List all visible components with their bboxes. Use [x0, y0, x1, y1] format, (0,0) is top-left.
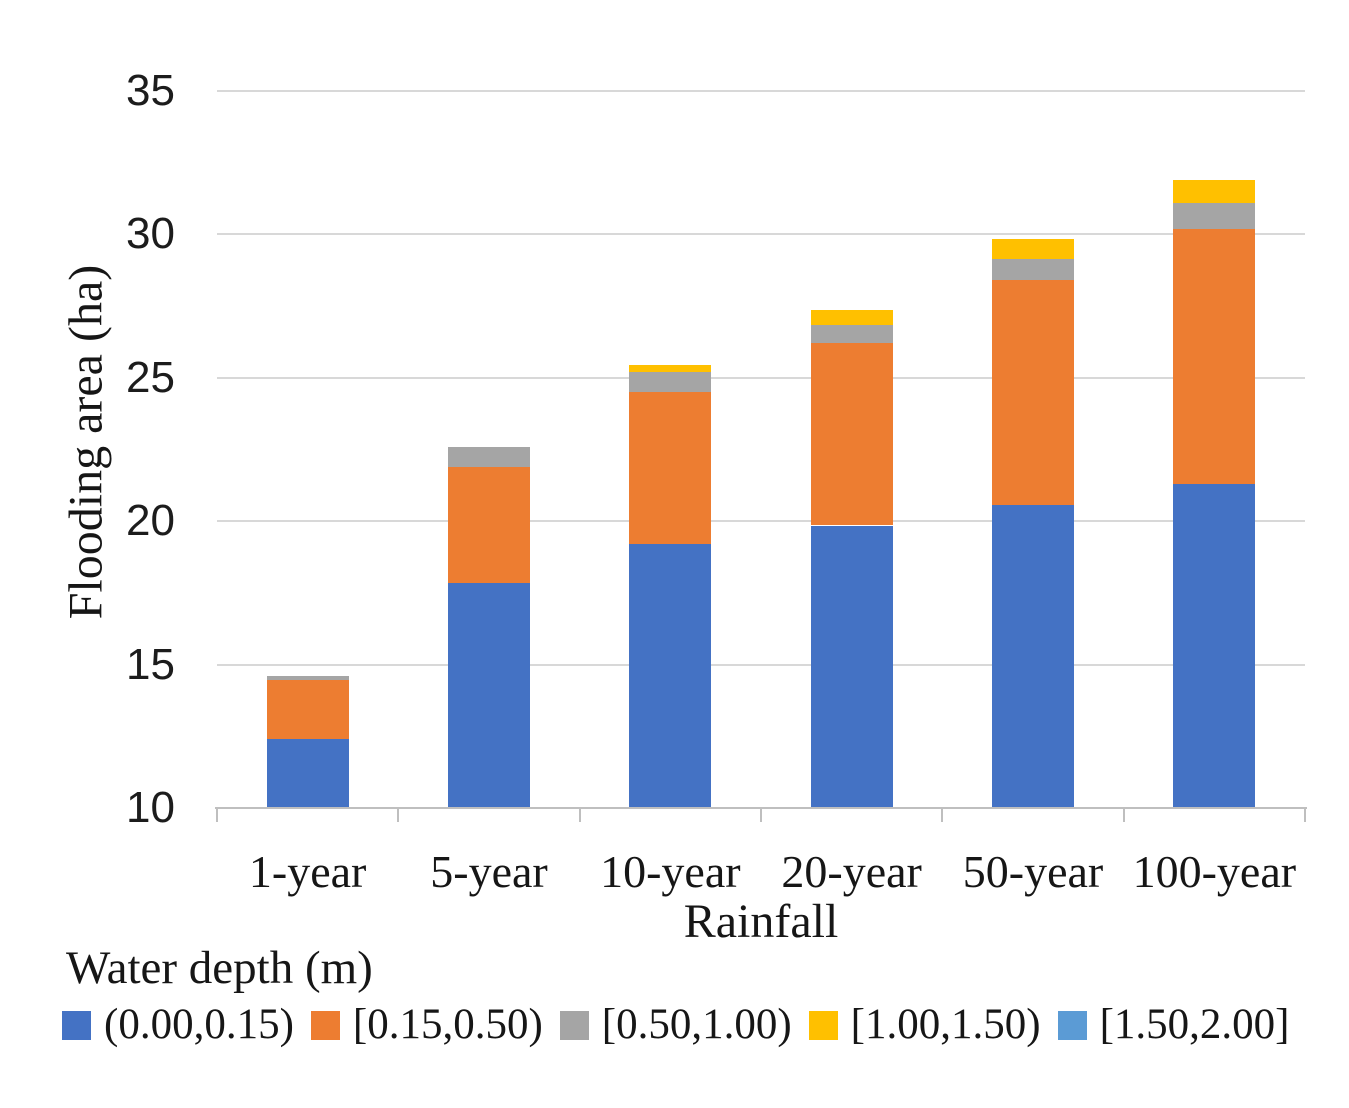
- bar-segment-50-year-(0.00,0.15): [992, 505, 1074, 808]
- legend-item-(0.00,0.15): (0.00,0.15): [62, 998, 294, 1052]
- x-axis-tick-mark: [1304, 808, 1306, 822]
- bar-50-year: [992, 91, 1074, 808]
- bar-5-year: [448, 91, 530, 808]
- bar-segment-10-year-(0.00,0.15): [629, 544, 712, 808]
- bar-segment-20-year-(0.00,0.15): [810, 525, 893, 808]
- bar-20-year: [810, 91, 893, 808]
- y-tick-label-10: 10: [126, 783, 175, 832]
- bar-segment-5-year-(0.00,0.15): [448, 582, 530, 808]
- legend-label: (0.00,0.15): [104, 1001, 294, 1048]
- bar-segment-100-year-[0.15,0.50): [1173, 228, 1256, 484]
- bar-segment-100-year-[1.00,1.50): [1173, 179, 1256, 203]
- x-axis-tick-mark: [216, 808, 218, 822]
- legend-swatch-icon: [62, 1010, 91, 1040]
- legend-swatch-icon: [559, 1010, 589, 1040]
- bar-1-year: [266, 91, 349, 808]
- x-axis-title: Rainfall: [683, 895, 839, 948]
- gridline-y-20: [217, 520, 1305, 523]
- legend: (0.00,0.15) [0.15,0.50) [0.50,1.00) [1.00,1…: [62, 998, 1342, 1052]
- legend-swatch-icon: [1057, 1010, 1087, 1040]
- gridline-y-35: [217, 90, 1305, 92]
- x-axis-tick-mark: [760, 808, 762, 822]
- y-tick-label-35: 35: [126, 66, 175, 115]
- legend-item-[1.00,1.50): [1.00,1.50): [808, 998, 1041, 1052]
- bar-segment-100-year-(0.00,0.15): [1173, 483, 1256, 808]
- x-tick-label-20-year: 20-year: [781, 846, 922, 897]
- bar-segment-50-year-[1.00,1.50): [992, 238, 1074, 259]
- bar-100-year: [1173, 91, 1256, 808]
- x-tick-label-1-year: 1-year: [248, 846, 367, 897]
- gridline-y-25: [217, 376, 1305, 379]
- bar-segment-1-year-[0.50,1.00): [266, 676, 349, 681]
- bar-segment-5-year-[0.15,0.50): [448, 466, 530, 583]
- bar-segment-10-year-[0.15,0.50): [629, 392, 712, 545]
- legend-item-[1.50,2.00]: [1.50,2.00]: [1057, 998, 1290, 1052]
- gridline-y-30: [217, 233, 1305, 236]
- x-axis-tick-mark: [397, 808, 400, 822]
- y-tick-label-20: 20: [126, 496, 175, 546]
- y-tick-label-25: 25: [126, 352, 175, 402]
- y-tick-label-30: 30: [126, 209, 175, 259]
- x-tick-label-5-year: 5-year: [430, 846, 548, 897]
- legend-swatch-icon: [310, 1010, 340, 1040]
- bar-segment-1-year-[0.15,0.50): [266, 680, 349, 740]
- bar-segment-20-year-[0.15,0.50): [810, 343, 893, 526]
- gridline-y-15: [217, 663, 1305, 666]
- bar-segment-20-year-[1.00,1.50): [810, 310, 893, 325]
- bar-segment-100-year-[0.50,1.00): [1173, 202, 1256, 229]
- x-tick-label-10-year: 10-year: [600, 846, 741, 897]
- legend-swatch-icon: [808, 1010, 838, 1040]
- y-axis-title: Flooding area (ha): [59, 264, 113, 620]
- x-tick-label-50-year: 50-year: [962, 846, 1104, 897]
- legend-label: [0.15,0.50): [352, 1001, 543, 1048]
- bar-segment-10-year-[0.50,1.00): [629, 372, 712, 393]
- legend-label: [1.00,1.50): [850, 1001, 1041, 1048]
- legend-label: [0.50,1.00): [601, 1001, 792, 1048]
- bar-10-year: [629, 91, 712, 808]
- legend-label: [1.50,2.00]: [1099, 1001, 1290, 1048]
- legend-title: Water depth (m): [66, 942, 373, 994]
- bar-segment-50-year-[0.15,0.50): [992, 280, 1074, 506]
- y-tick-label-15: 15: [126, 639, 175, 689]
- bar-segment-1-year-(0.00,0.15): [266, 739, 349, 808]
- bar-segment-20-year-[0.50,1.00): [810, 324, 893, 344]
- legend-item-[0.15,0.50): [0.15,0.50): [310, 998, 543, 1052]
- bar-segment-5-year-[0.50,1.00): [448, 446, 530, 467]
- x-axis-tick-mark: [941, 808, 944, 822]
- x-tick-label-100-year: 100-year: [1132, 846, 1297, 897]
- plot-area: [215, 90, 1307, 822]
- x-axis-tick-mark: [1122, 808, 1125, 822]
- bar-segment-50-year-[0.50,1.00): [992, 258, 1074, 281]
- legend-item-[0.50,1.00): [0.50,1.00): [559, 998, 792, 1052]
- bar-segment-10-year-[1.00,1.50): [629, 364, 712, 373]
- x-axis-tick-mark: [578, 808, 581, 822]
- x-axis-line: [215, 807, 1307, 809]
